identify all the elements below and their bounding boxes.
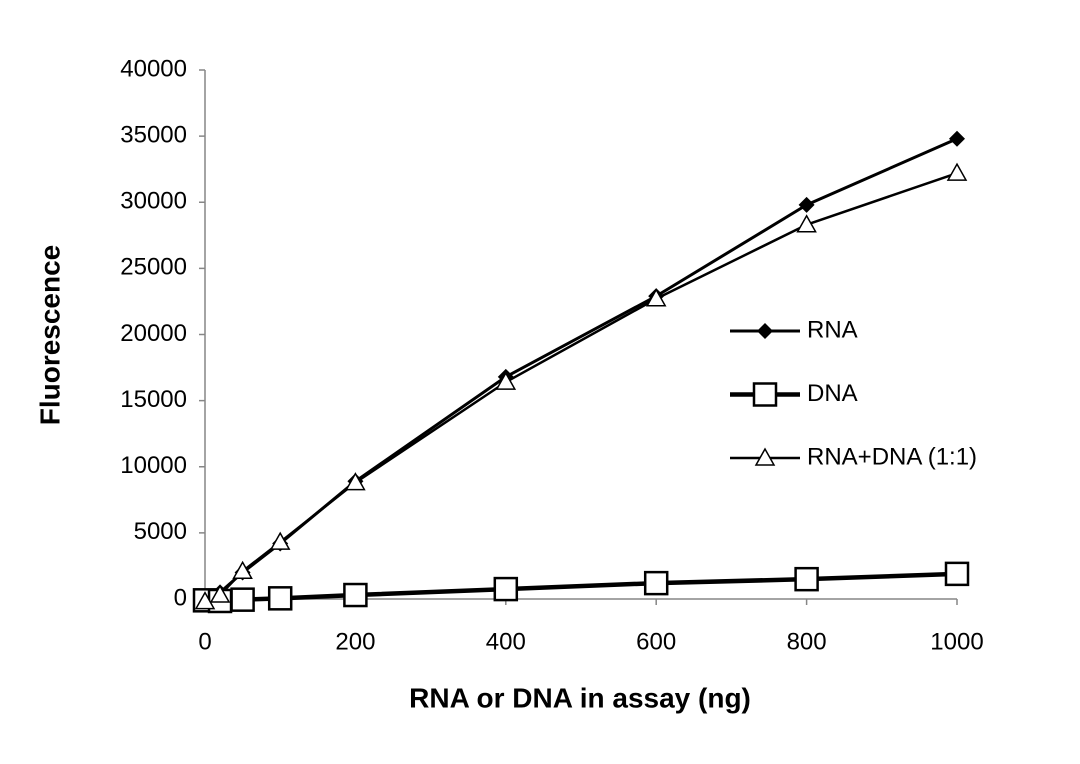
legend-label: RNA [807, 316, 858, 343]
marker-diamond [949, 130, 965, 147]
marker-triangle [645, 288, 667, 307]
marker-square [794, 566, 819, 592]
legend-label: RNA+DNA (1:1) [807, 443, 977, 470]
marker-square [230, 587, 255, 612]
series-line [204, 137, 958, 601]
x-tick-label: 1000 [930, 628, 983, 655]
marker-triangle [345, 472, 366, 491]
y-tick-label: 30000 [120, 188, 187, 215]
marker-triangle [209, 584, 231, 603]
legend-marker [754, 447, 776, 466]
marker-triangle [796, 214, 817, 233]
legend-label: DNA [807, 380, 858, 407]
marker-square [267, 586, 293, 611]
y-tick-label: 35000 [120, 121, 187, 148]
legend-marker [757, 323, 773, 339]
marker-triangle [495, 371, 517, 390]
series-line [204, 571, 958, 604]
x-axis-title: RNA or DNA in assay (ng) [409, 682, 751, 713]
legend-marker [752, 382, 778, 407]
y-tick-label: 40000 [120, 55, 187, 82]
marker-square [944, 561, 970, 587]
y-tick-label: 0 [174, 584, 187, 611]
marker-triangle [194, 591, 216, 610]
marker-square [493, 576, 519, 602]
y-tick-label: 10000 [120, 452, 187, 479]
x-tick-label: 600 [636, 628, 676, 655]
y-tick-label: 15000 [120, 386, 187, 413]
x-tick-label: 400 [486, 628, 526, 655]
marker-triangle [269, 531, 291, 550]
x-tick-label: 0 [198, 628, 211, 655]
y-axis-title: Fluorescence [34, 245, 65, 426]
y-tick-label: 25000 [120, 254, 187, 281]
marker-square [643, 570, 669, 596]
y-tick-label: 20000 [120, 320, 187, 347]
y-tick-label: 5000 [134, 518, 187, 545]
x-tick-label: 800 [787, 628, 827, 655]
marker-square [343, 582, 368, 608]
marker-diamond [798, 196, 815, 213]
marker-triangle [232, 560, 253, 579]
marker-triangle [946, 162, 968, 181]
x-tick-label: 200 [335, 628, 375, 655]
